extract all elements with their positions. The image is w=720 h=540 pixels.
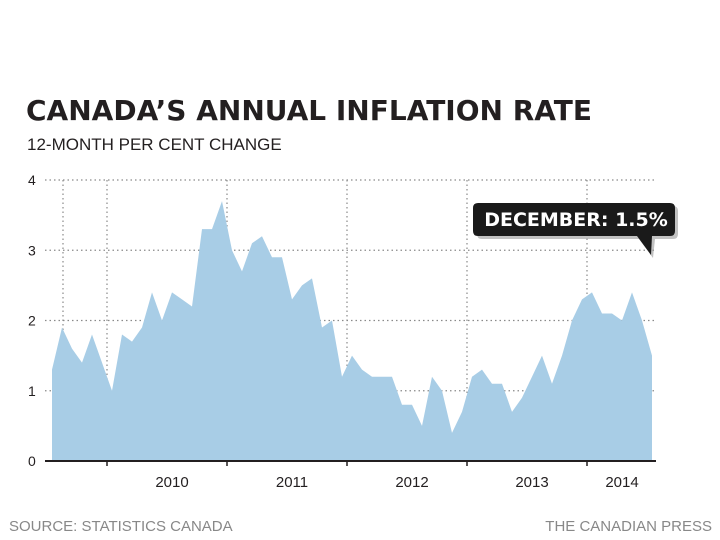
y-axis-ticks: 0 1 2 3 4 [28, 172, 36, 469]
inflation-area [52, 201, 652, 461]
december-callout: DECEMBER: 1.5% [473, 203, 678, 258]
area-series [51, 201, 653, 461]
y-tick-label-2: 2 [28, 313, 36, 329]
y-tick-label-4: 4 [28, 172, 36, 188]
press-credit: THE CANADIAN PRESS [545, 518, 712, 535]
chart-title: CANADA’S ANNUAL INFLATION RATE [26, 94, 592, 127]
x-tick-label-2013: 2013 [515, 474, 548, 491]
x-axis-ticks: 2010 2011 2012 2013 2014 [155, 474, 638, 491]
x-tick-label-2010: 2010 [155, 474, 188, 491]
source-note: SOURCE: STATISTICS CANADA [9, 518, 233, 535]
y-tick-label-0: 0 [28, 453, 36, 469]
x-tick-label-2014: 2014 [605, 474, 638, 491]
x-tick-label-2011: 2011 [276, 474, 308, 491]
callout-label: DECEMBER: 1.5% [484, 209, 668, 231]
axes [45, 460, 656, 466]
chart-subtitle: 12-MONTH PER CENT CHANGE [27, 135, 282, 154]
callout-bubble [473, 203, 675, 255]
y-tick-label-3: 3 [28, 242, 36, 258]
x-tick-label-2012: 2012 [395, 474, 428, 491]
y-tick-label-1: 1 [28, 383, 36, 399]
